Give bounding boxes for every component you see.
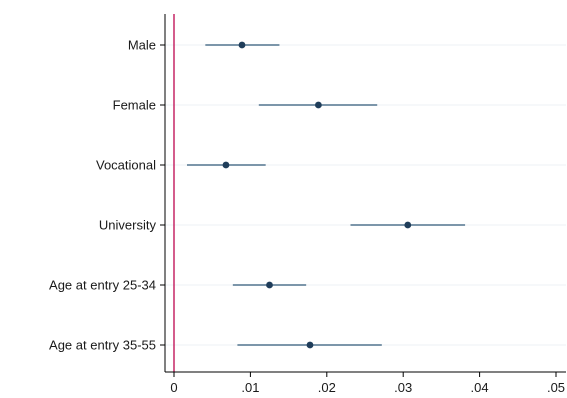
x-tick-label: .05 <box>547 380 565 395</box>
category-label: Age at entry 35-55 <box>49 338 156 353</box>
category-label: Female <box>113 98 156 113</box>
point-estimates <box>222 41 412 349</box>
x-tick-label: .04 <box>471 380 489 395</box>
category-label: Male <box>128 38 156 53</box>
grid-lines <box>165 44 566 346</box>
category-label: Vocational <box>96 158 156 173</box>
axes: 0 .01 .02 .03 .04 .05 <box>160 14 566 395</box>
x-tick-label: .01 <box>241 380 259 395</box>
point-marker <box>306 341 314 349</box>
category-label: University <box>99 218 157 233</box>
point-marker <box>266 281 273 289</box>
x-tick-label: 0 <box>170 380 177 395</box>
x-tick-label: .02 <box>318 380 336 395</box>
point-marker <box>404 221 412 229</box>
x-tick-label: .03 <box>394 380 412 395</box>
confidence-intervals <box>186 44 466 346</box>
point-marker <box>238 41 246 49</box>
category-labels: Male Female Vocational University Age at ent… <box>49 38 156 353</box>
category-label: Age at entry 25-34 <box>49 278 156 293</box>
point-marker <box>314 101 322 109</box>
point-marker <box>222 161 230 169</box>
